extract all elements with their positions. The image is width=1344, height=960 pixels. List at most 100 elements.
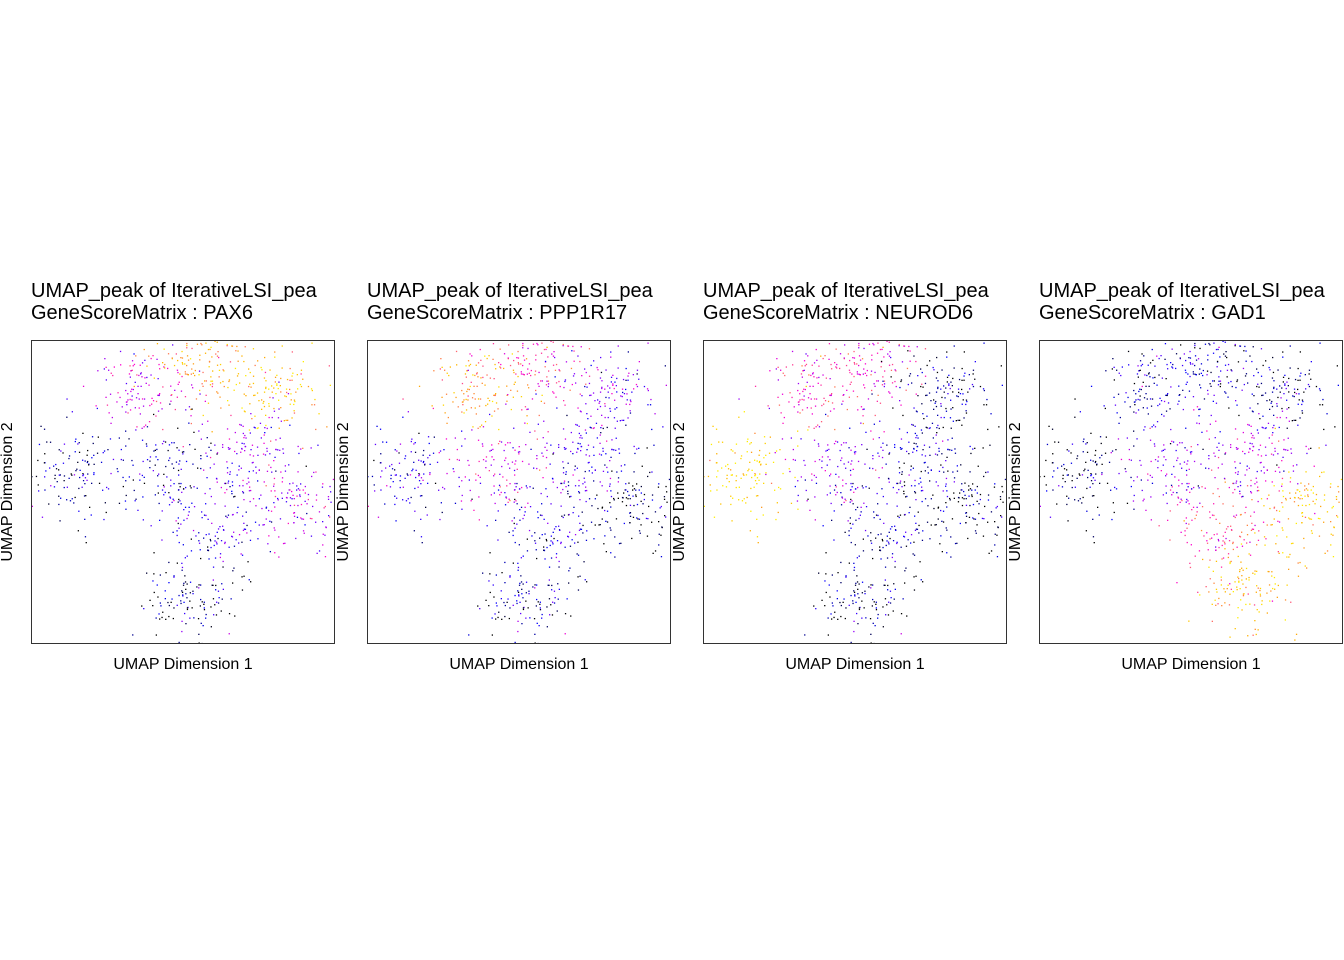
cell-point [1167,519,1169,521]
cell-point [469,353,471,355]
cell-point [1266,400,1268,402]
cell-point [572,441,574,443]
cell-point [858,373,860,375]
cell-point [125,389,127,392]
cell-point [332,478,334,481]
cell-point [577,576,579,578]
cell-point [568,582,570,584]
cell-point [133,363,136,366]
cell-point [898,472,901,474]
cell-point [219,382,222,384]
cell-point [617,492,619,494]
cell-point [604,403,606,405]
cell-point [145,424,147,426]
cell-point [230,414,232,417]
cell-point [420,477,423,479]
cell-point [879,549,881,551]
cell-point [1293,501,1296,503]
cell-point [929,360,931,362]
cell-point [422,461,424,464]
cell-point [839,367,841,370]
cell-point [173,467,175,469]
cell-point [649,471,651,474]
cell-point [1046,443,1049,446]
cell-point [565,486,567,488]
cell-point [506,400,508,402]
cell-point [521,460,524,463]
cell-point [217,602,220,604]
cell-point [1045,484,1047,486]
cell-point [100,461,103,463]
cell-point [610,506,612,508]
cell-point [561,482,563,485]
cell-point [914,479,916,482]
cell-point [579,528,582,530]
cell-point [1297,367,1299,370]
cell-point [279,385,281,387]
cell-point [1130,485,1132,488]
cell-point [491,444,493,446]
cell-point [1140,388,1142,391]
cell-point [518,544,520,546]
cell-point [881,538,883,541]
cell-point [1259,462,1261,464]
cell-point [828,584,830,586]
cell-point [922,530,924,532]
cell-point [1112,502,1114,504]
cell-point [418,385,421,387]
cell-point [1066,474,1068,476]
cell-point [139,473,141,475]
cell-point [856,612,858,615]
cell-point [1260,375,1263,377]
cell-point [405,500,408,502]
cell-point [1266,498,1268,500]
cell-point [730,474,732,476]
cell-point [883,431,885,433]
cell-point [252,348,255,350]
cell-point [177,359,179,362]
cell-point [186,517,188,520]
cell-point [913,448,915,450]
cell-point [1100,442,1102,445]
cell-point [224,492,226,494]
cell-point [521,486,523,489]
cell-point [827,444,829,446]
cell-point [861,358,864,360]
cell-point [509,442,511,444]
cell-point [274,351,276,353]
cell-point [217,351,219,353]
cell-point [621,501,624,503]
cell-point [87,473,89,475]
cell-point [1337,516,1339,518]
cell-point [1278,552,1280,554]
cell-point [93,472,95,474]
cell-point [138,398,140,400]
cell-point [937,424,939,427]
cell-point [149,404,151,407]
cell-point [646,535,649,537]
cell-point [134,500,136,502]
cell-point [129,376,131,378]
cell-point [1158,374,1160,376]
cell-point [399,443,402,445]
cell-point [947,470,949,472]
cell-point [1193,460,1196,463]
cell-point [574,485,577,487]
cell-point [1232,541,1234,543]
cell-point [522,342,524,345]
cell-point [192,372,194,374]
cell-point [126,404,128,406]
cell-point [1256,429,1259,431]
cell-point [579,575,581,577]
cell-point [769,436,771,438]
cell-point [1276,535,1278,537]
cell-point [528,372,530,374]
cell-point [200,598,202,601]
cell-point [248,385,250,388]
cell-point [614,381,616,383]
cell-point [868,343,871,345]
cell-point [569,567,571,569]
cell-point [1263,466,1265,468]
cell-point [1207,354,1209,356]
cell-point [1191,488,1193,490]
